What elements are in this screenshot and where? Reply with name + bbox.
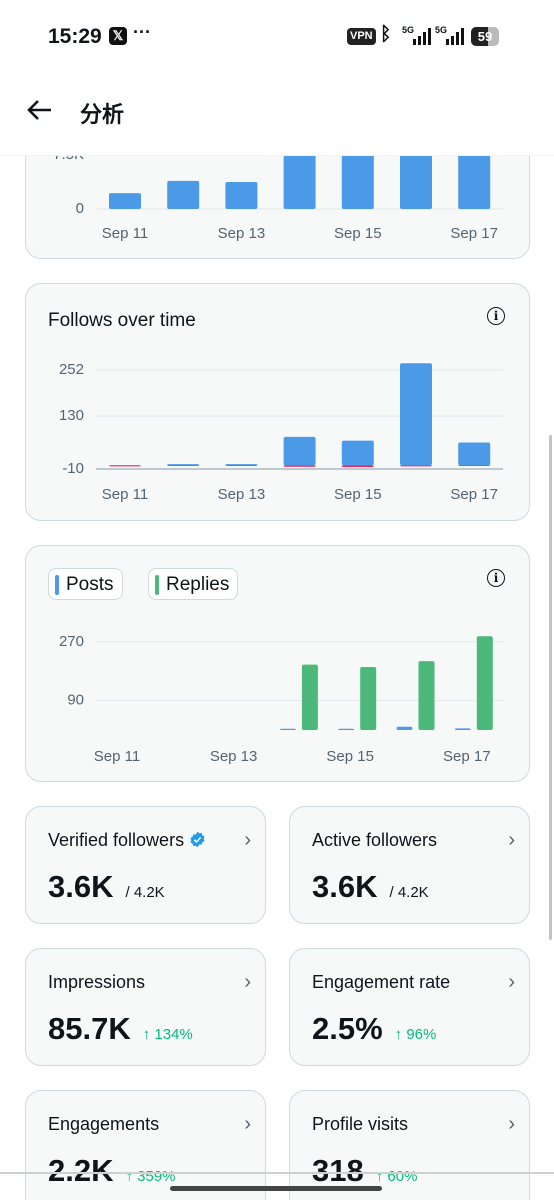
stat-label: Impressions (48, 972, 146, 992)
battery-icon: 59 (471, 27, 499, 46)
legend-label: Posts (66, 574, 114, 595)
chevron: › (244, 829, 251, 851)
status-time: 15:29 (48, 25, 102, 48)
stat-change-text: 359% (137, 1168, 176, 1185)
chevron: › (244, 971, 251, 993)
network-type: 5G (402, 25, 415, 35)
chart-card: Follows over time i (25, 283, 530, 521)
stat-label: Verified followers (48, 830, 206, 851)
stat-value: 3.6K (312, 869, 378, 904)
chevron: › (508, 1113, 515, 1135)
back-button[interactable] (27, 99, 53, 121)
signal-icon (413, 28, 431, 45)
vpn-badge: VPN (347, 28, 376, 45)
legend-item[interactable]: Replies (148, 568, 239, 600)
battery-level: 59 (477, 29, 493, 44)
stat-label: Active followers (312, 830, 438, 850)
divider (0, 1172, 554, 1174)
stat-change: ↑ 96% (394, 1026, 437, 1043)
verified-badge (190, 831, 205, 848)
legend-swatch (55, 575, 59, 595)
stat-change: ↑ 60% (375, 1168, 418, 1185)
legend-swatch (155, 575, 159, 595)
signal-icon (446, 28, 464, 45)
stat-card[interactable]: Engagement rate › 2.5% ↑ 96% (289, 948, 530, 1066)
chart-title: Follows over time (48, 310, 196, 331)
chevron: › (508, 971, 515, 993)
network-type: 5G (435, 25, 448, 35)
chevron: › (244, 1113, 251, 1135)
scrollbar (549, 435, 552, 940)
stat-card[interactable]: Engagements › 2.2K ↑ 359% (25, 1090, 266, 1200)
stat-label: Profile visits (312, 1114, 409, 1134)
legend-label: Replies (166, 574, 230, 595)
stat-label-text: Verified followers (48, 830, 185, 850)
info-icon[interactable]: i (487, 569, 505, 587)
stat-card[interactable]: Impressions › 85.7K ↑ 134% (25, 948, 266, 1066)
stat-card[interactable]: Active followers › 3.6K / 4.2K (289, 806, 530, 924)
info-icon[interactable]: i (487, 307, 505, 325)
page-title: 分析 (80, 102, 125, 127)
stat-label: Engagements (48, 1114, 160, 1134)
stat-value: 2.2K (48, 1153, 114, 1188)
stat-change-text: 60% (387, 1168, 418, 1185)
gesture-bar (170, 1186, 382, 1191)
stat-card[interactable]: Profile visits › 318 ↑ 60% (289, 1090, 530, 1200)
stat-value: 3.6K (48, 869, 114, 904)
top-bar: 15:29 𝕏 ··· VPN ᛒ 5G 5G 59 分析 (0, 0, 554, 156)
stat-total: / 4.2K (125, 884, 165, 901)
stat-value: 318 (312, 1153, 364, 1188)
stat-total: / 4.2K (389, 884, 429, 901)
stat-change-text: 96% (406, 1026, 437, 1043)
more-dots: ··· (133, 22, 151, 42)
stat-card[interactable]: Verified followers › 3.6K / 4.2K (25, 806, 266, 924)
chevron: › (508, 829, 515, 851)
stat-change-text: 134% (154, 1026, 193, 1043)
stat-value: 85.7K (48, 1011, 131, 1046)
stat-change: ↑ 134% (142, 1026, 193, 1043)
stat-label: Engagement rate (312, 972, 451, 992)
bluetooth-icon: ᛒ (380, 24, 392, 45)
stat-value: 2.5% (312, 1011, 383, 1046)
legend-item[interactable]: Posts (48, 568, 123, 600)
stat-change: ↑ 359% (125, 1168, 176, 1185)
app-icon: 𝕏 (109, 27, 127, 45)
